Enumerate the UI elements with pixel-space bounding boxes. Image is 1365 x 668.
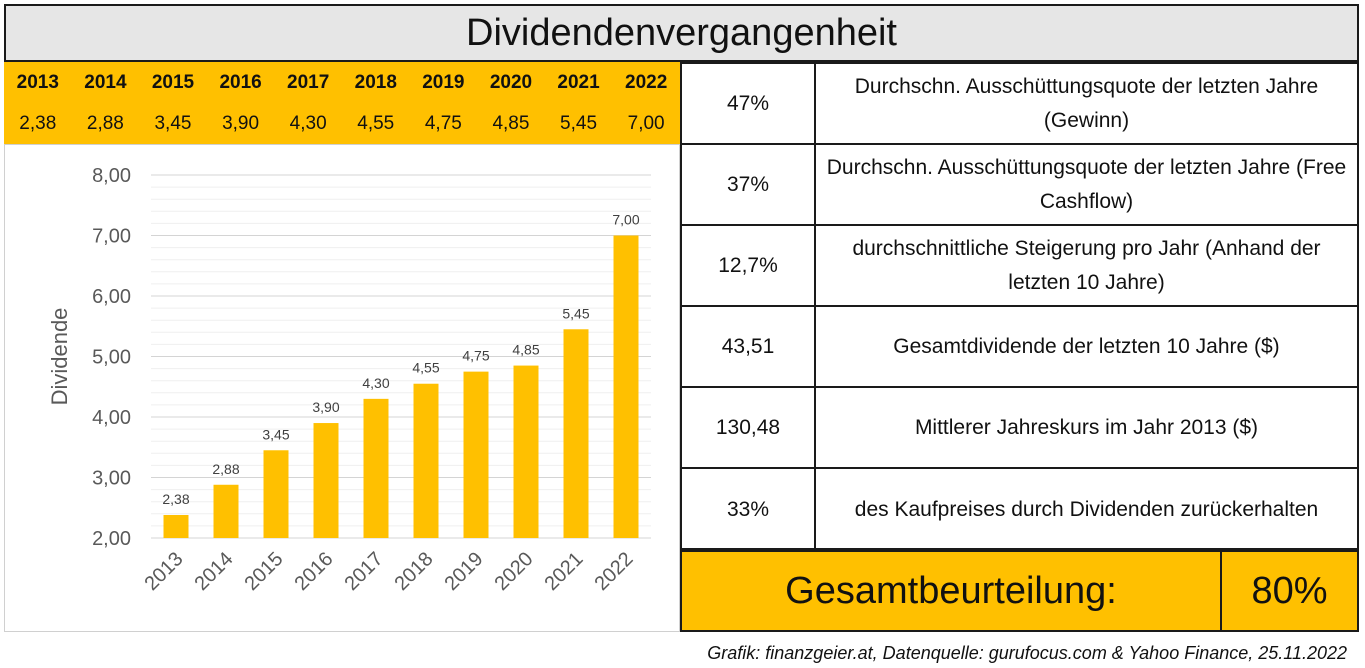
y-tick-label: 5,00 bbox=[92, 347, 131, 369]
dividend-value-cell: 3,90 bbox=[222, 112, 260, 134]
dividend-value-cell: 2,88 bbox=[86, 112, 124, 134]
x-tick-label: 2021 bbox=[541, 548, 588, 595]
year-cell: 2022 bbox=[625, 71, 668, 93]
y-tick-label: 7,00 bbox=[92, 226, 131, 248]
dividend-value-cell: 2,38 bbox=[19, 112, 57, 134]
data-label: 4,30 bbox=[362, 375, 389, 391]
info-value: 43,51 bbox=[682, 307, 816, 386]
year-cell: 2013 bbox=[16, 71, 59, 93]
x-tick-label: 2019 bbox=[441, 548, 488, 595]
info-value: 130,48 bbox=[682, 388, 816, 467]
data-label: 2,88 bbox=[212, 461, 239, 477]
dividend-value-cell: 3,45 bbox=[154, 112, 192, 134]
overall-rating-label: Gesamtbeurteilung: bbox=[682, 552, 1222, 630]
key-figures-table: 47% Durchschn. Ausschüttungsquote der le… bbox=[680, 62, 1359, 550]
bar bbox=[313, 423, 339, 538]
dividend-value-row: 2,38 2,88 3,45 3,90 4,30 4,55 4,75 4,85 … bbox=[4, 103, 680, 144]
dividend-value-cell: 5,45 bbox=[560, 112, 598, 134]
data-label: 7,00 bbox=[612, 212, 639, 228]
bar bbox=[213, 484, 239, 538]
year-cell: 2016 bbox=[219, 71, 262, 93]
y-tick-label: 2,00 bbox=[92, 528, 131, 550]
dividend-value-cell: 4,85 bbox=[492, 112, 530, 134]
dividend-value-cell: 7,00 bbox=[627, 112, 665, 134]
info-value: 47% bbox=[682, 64, 816, 143]
info-row: 37% Durchschn. Ausschüttungsquote der le… bbox=[682, 145, 1357, 226]
year-cell: 2015 bbox=[151, 71, 195, 93]
year-cell: 2021 bbox=[557, 71, 600, 93]
y-axis-title: Dividende bbox=[47, 308, 72, 406]
info-row: 12,7% durchschnittliche Steigerung pro J… bbox=[682, 226, 1357, 307]
data-label: 4,75 bbox=[462, 348, 489, 364]
bar bbox=[413, 383, 439, 538]
x-tick-label: 2016 bbox=[291, 548, 338, 595]
info-description: Durchschn. Ausschüttungsquote der letzte… bbox=[854, 74, 1319, 132]
x-tick-label: 2015 bbox=[241, 548, 288, 595]
source-caption: Grafik: finanzgeier.at, Datenquelle: gur… bbox=[707, 643, 1347, 663]
info-row: 47% Durchschn. Ausschüttungsquote der le… bbox=[682, 64, 1357, 145]
bar bbox=[563, 329, 589, 538]
x-tick-label: 2018 bbox=[391, 548, 438, 595]
year-summary-table: 2013 2014 2015 2016 2017 2018 2019 2020 … bbox=[4, 62, 680, 144]
overall-rating: Gesamtbeurteilung: 80% bbox=[680, 550, 1359, 632]
year-header-row: 2013 2014 2015 2016 2017 2018 2019 2020 … bbox=[4, 62, 680, 103]
bar bbox=[363, 398, 389, 538]
page-title: Dividendenvergangenheit bbox=[4, 4, 1359, 62]
y-tick-label: 8,00 bbox=[92, 165, 131, 187]
info-description: durchschnittliche Steigerung pro Jahr (A… bbox=[852, 236, 1321, 294]
data-label: 3,90 bbox=[312, 399, 339, 415]
x-tick-label: 2022 bbox=[591, 548, 638, 595]
data-label: 4,55 bbox=[412, 360, 439, 376]
year-cell: 2014 bbox=[84, 71, 127, 93]
info-row: 33% des Kaufpreises durch Dividenden zur… bbox=[682, 469, 1357, 550]
y-tick-label: 6,00 bbox=[92, 286, 131, 308]
year-cell: 2020 bbox=[489, 71, 533, 93]
dividend-value-cell: 4,75 bbox=[424, 112, 462, 134]
data-label: 3,45 bbox=[262, 426, 289, 442]
info-description: des Kaufpreises durch Dividenden zurücke… bbox=[854, 497, 1319, 521]
data-label: 5,45 bbox=[562, 305, 589, 321]
x-tick-label: 2017 bbox=[341, 548, 388, 595]
x-tick-label: 2014 bbox=[191, 548, 238, 595]
bar bbox=[463, 371, 489, 538]
overall-rating-value: 80% bbox=[1251, 569, 1328, 612]
chart-svg: 2,00 3,00 4,00 5,00 6,00 7,00 8,00 Dividende 2,3… bbox=[47, 165, 651, 595]
x-tick-label: 2013 bbox=[141, 548, 188, 595]
y-tick-label: 3,00 bbox=[92, 468, 131, 490]
dividend-value-cell: 4,30 bbox=[289, 112, 327, 134]
bar bbox=[163, 515, 189, 538]
info-row: 130,48 Mittlerer Jahreskurs im Jahr 2013… bbox=[682, 388, 1357, 469]
info-row: 43,51 Gesamtdividende der letzten 10 Jah… bbox=[682, 307, 1357, 388]
data-label: 4,85 bbox=[512, 342, 539, 358]
dividend-value-cell: 4,55 bbox=[357, 112, 395, 134]
year-cell: 2017 bbox=[287, 71, 330, 93]
x-tick-label: 2020 bbox=[491, 548, 538, 595]
year-cell: 2019 bbox=[422, 71, 465, 93]
info-value: 12,7% bbox=[682, 226, 816, 305]
info-description: Durchschn. Ausschüttungsquote der letzte… bbox=[826, 155, 1347, 213]
bar bbox=[263, 450, 289, 538]
y-tick-label: 4,00 bbox=[92, 407, 131, 429]
year-cell: 2018 bbox=[354, 71, 397, 93]
info-description: Mittlerer Jahreskurs im Jahr 2013 ($) bbox=[914, 415, 1259, 439]
info-value: 37% bbox=[682, 145, 816, 224]
data-label: 2,38 bbox=[162, 491, 189, 507]
bar bbox=[513, 365, 539, 538]
info-description: Gesamtdividende der letzten 10 Jahre ($) bbox=[893, 334, 1280, 358]
bar bbox=[613, 235, 639, 538]
info-value: 33% bbox=[682, 469, 816, 550]
dividend-bar-chart: 2,00 3,00 4,00 5,00 6,00 7,00 8,00 Dividende 2,3… bbox=[4, 144, 680, 632]
